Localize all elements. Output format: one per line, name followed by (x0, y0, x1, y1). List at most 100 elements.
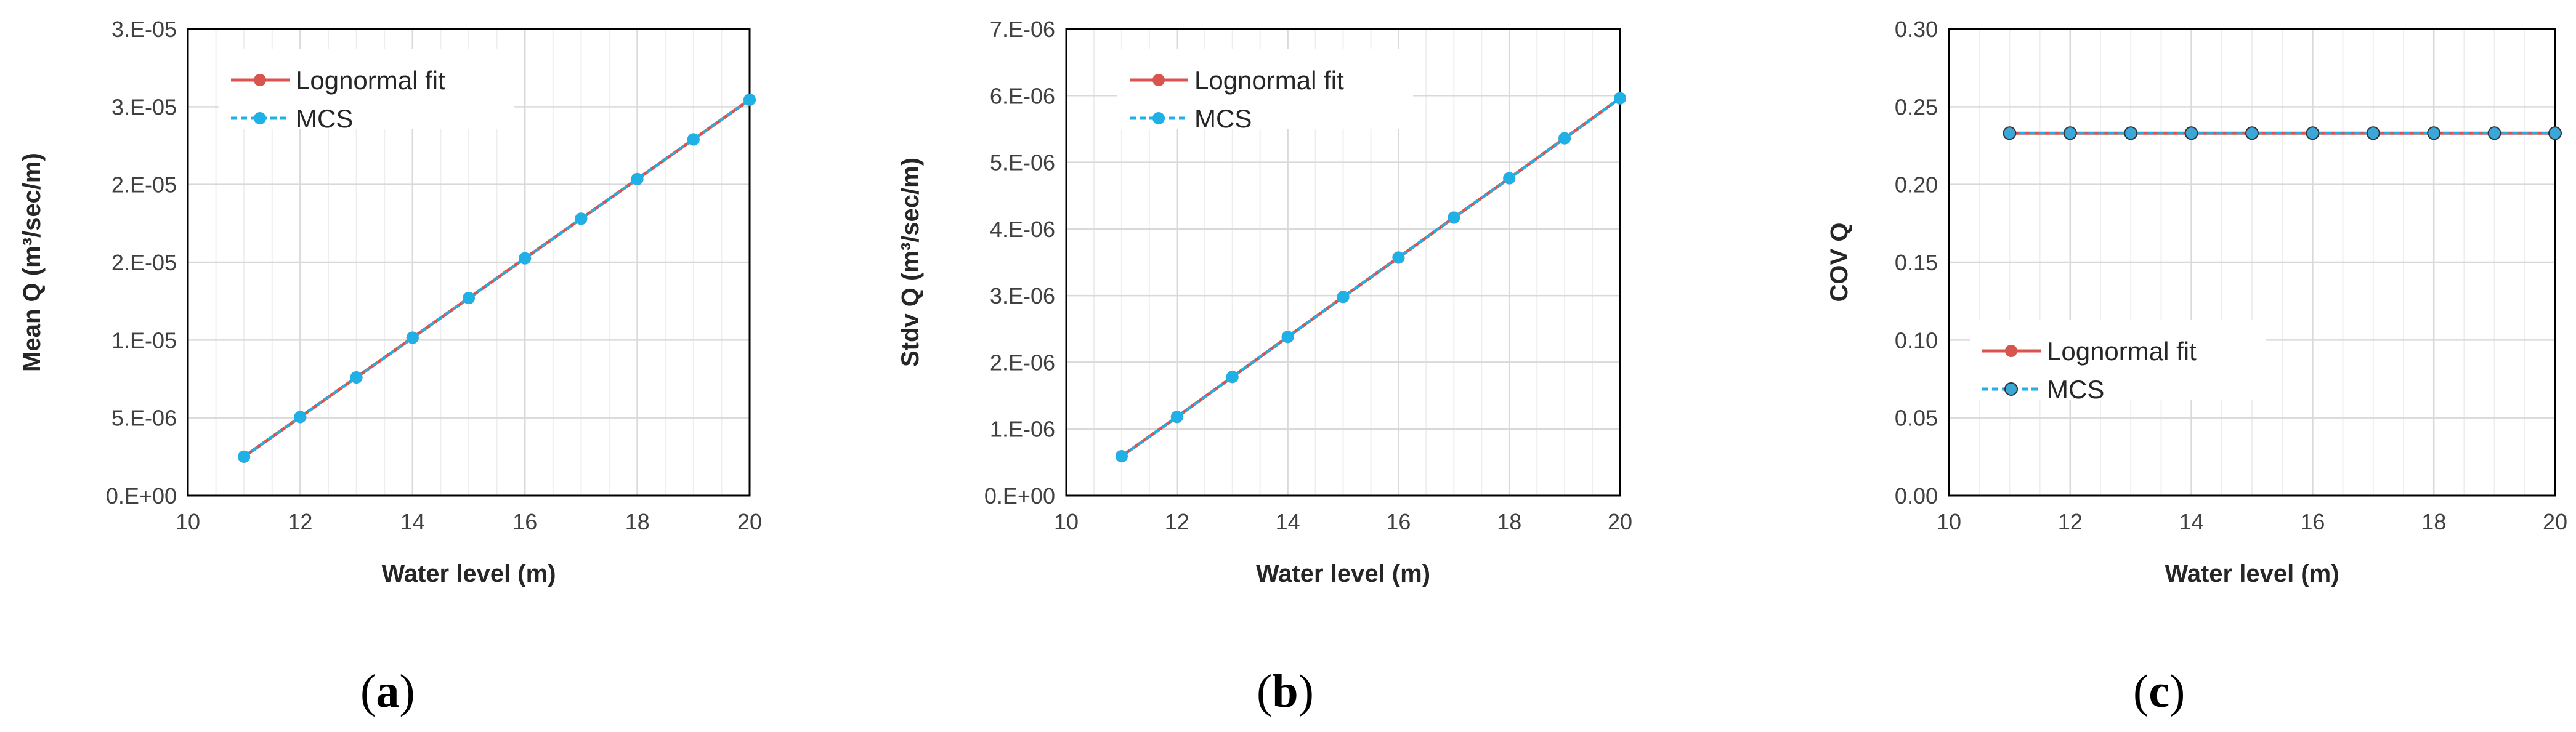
series-mcs (238, 93, 756, 463)
y-tick-label: 0.30 (1895, 17, 1938, 42)
legend-entry-lognormal-fit: Lognormal fit (1982, 337, 2197, 366)
legend-marker (2004, 382, 2018, 396)
x-tick-label: 18 (625, 509, 650, 534)
legend-background (1117, 49, 1413, 129)
y-tick-label: 2.E-06 (990, 350, 1055, 375)
series-mcs (1115, 92, 1626, 463)
x-tick-label: 12 (1165, 509, 1189, 534)
chart-c: 10 12 14 16 18 20 0.00 0.05 0.10 0.15 0.20 0.25 0.30… (1826, 17, 2567, 587)
data-point (743, 93, 756, 106)
legend-label: MCS (2047, 375, 2104, 404)
legend-marker (1152, 112, 1165, 124)
legend-label: MCS (1194, 104, 1252, 133)
data-point (2366, 126, 2380, 140)
data-point (1392, 251, 1405, 264)
legend-entry-lognormal-fit: Lognormal fit (231, 66, 445, 95)
legend-label: Lognormal fit (296, 66, 445, 95)
legend-marker (2005, 345, 2017, 357)
data-point (687, 133, 700, 146)
series-line (243, 99, 751, 458)
chart-panel-b: 10 12 14 16 18 20 0.E+00 1.E-06 2.E-06 3.E-06 4.E-… (859, 0, 1717, 656)
legend-entry-mcs: MCS (231, 104, 353, 133)
x-tick-label: 14 (2179, 509, 2204, 534)
caption-b: (b) (1257, 666, 1314, 717)
x-tick-label: 10 (1054, 509, 1079, 534)
x-tick-label: 12 (288, 509, 312, 534)
chart-a: 10 12 14 16 18 20 0.E+00 5.E-06 1.E-05 2.E-05 2.E-… (18, 17, 762, 587)
y-tick-label: 3.E-06 (990, 283, 1055, 308)
data-point (1115, 450, 1128, 463)
caption-a-letter: a (376, 666, 400, 717)
data-point (406, 331, 419, 344)
data-point (1281, 331, 1294, 344)
caption-b-letter: b (1272, 666, 1298, 717)
chart-b: 10 12 14 16 18 20 0.E+00 1.E-06 2.E-06 3.E-06 4.E-… (897, 17, 1632, 587)
y-axis-label: COV Q (1826, 223, 1853, 302)
caption-c: (c) (2133, 666, 2185, 717)
y-tick-label: 0.E+00 (984, 483, 1055, 509)
x-tick-label: 18 (2421, 509, 2446, 534)
y-tick-label: 3.E-05 (111, 17, 177, 42)
data-point (2124, 126, 2138, 140)
series-mcs (2003, 126, 2562, 140)
y-axis-label: Stdv Q (m³/sec/m) (897, 158, 924, 367)
legend-marker (1152, 74, 1165, 86)
data-point (1614, 92, 1626, 105)
x-tick-label: 18 (1497, 509, 1521, 534)
data-point (519, 252, 532, 265)
y-tick-label: 6.E-06 (990, 83, 1055, 108)
y-tick-label: 0.10 (1895, 328, 1938, 353)
y-tick-label: 0.E+00 (106, 483, 177, 509)
series-line (1120, 97, 1621, 457)
y-tick-label: 0.25 (1895, 94, 1938, 119)
x-tick-label: 10 (1937, 509, 1961, 534)
x-tick-label: 20 (737, 509, 762, 534)
y-tick-label: 2.E-05 (111, 250, 177, 275)
x-tick-label: 20 (2543, 509, 2567, 534)
legend-label: MCS (296, 104, 353, 133)
data-point (2003, 126, 2017, 140)
y-tick-label: 7.E-06 (990, 17, 1055, 42)
plot-frame (187, 28, 751, 497)
x-axis-label: Water level (m) (1256, 560, 1430, 587)
legend-label: Lognormal fit (2047, 337, 2197, 366)
x-tick-label: 16 (2300, 509, 2325, 534)
data-point (1337, 291, 1350, 304)
y-axis-label: Mean Q (m³/sec/m) (18, 153, 46, 372)
data-point (238, 450, 251, 463)
y-tick-label: 0.15 (1895, 250, 1938, 275)
y-tick-label: 0.05 (1895, 406, 1938, 431)
plot-frame (1948, 28, 2556, 497)
data-point (575, 212, 588, 225)
data-point (294, 411, 307, 424)
legend-marker (254, 74, 266, 86)
caption-a: (a) (360, 666, 415, 717)
data-point (2427, 126, 2441, 140)
y-tick-label: 1.E-06 (990, 417, 1055, 442)
legend-background (1970, 320, 2266, 400)
y-tick-label: 3.E-05 (111, 94, 177, 119)
x-axis-label: Water level (m) (2165, 560, 2339, 587)
legend-entry-mcs: MCS (1982, 375, 2104, 404)
x-tick-label: 16 (1386, 509, 1411, 534)
legend-marker (254, 112, 266, 124)
data-point (2487, 126, 2501, 140)
y-tick-label: 2.E-05 (111, 172, 177, 198)
data-point (350, 371, 363, 384)
data-point (631, 172, 644, 185)
caption-c-letter: c (2149, 666, 2170, 717)
data-point (463, 292, 475, 305)
x-axis-label: Water level (m) (381, 560, 556, 587)
x-tick-label: 12 (2058, 509, 2083, 534)
data-point (1448, 211, 1460, 224)
y-tick-label: 1.E-05 (111, 328, 177, 353)
plot-frame (1065, 28, 1621, 497)
y-tick-label: 5.E-06 (111, 406, 177, 431)
x-tick-label: 14 (400, 509, 425, 534)
data-point (1558, 132, 1571, 145)
legend-entry-lognormal-fit: Lognormal fit (1130, 66, 1344, 95)
y-tick-label: 5.E-06 (990, 150, 1055, 175)
data-point (2063, 126, 2077, 140)
data-point (2245, 126, 2259, 140)
data-point (1226, 371, 1239, 384)
